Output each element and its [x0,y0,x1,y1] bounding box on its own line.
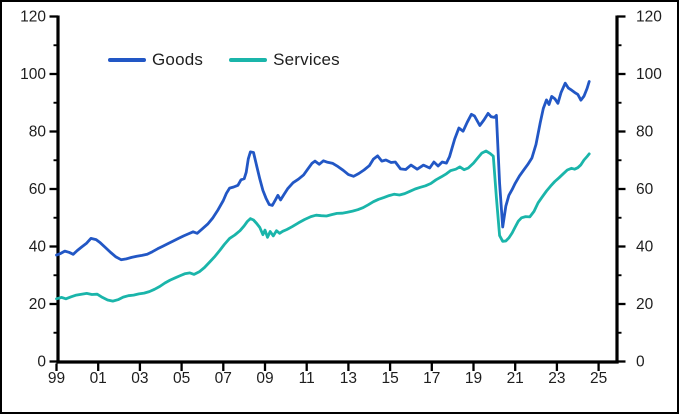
goods-legend-label: Goods [152,50,204,69]
y-axis-left-tick-label: 120 [20,9,46,26]
y-axis-right-tick-label: 80 [636,124,654,141]
legend-item-services: Services [229,50,340,70]
x-axis-tick-label: 13 [340,370,357,387]
x-axis-tick-label: 09 [256,370,273,387]
goods-line [55,80,591,262]
services-legend-label: Services [273,50,340,69]
x-axis-tick-label: 19 [465,370,482,387]
services-line-swatch [229,58,268,62]
y-axis-right-tick-label: 40 [636,239,654,256]
y-axis-left-tick-label: 60 [29,181,47,198]
x-axis-tick-label: 25 [590,370,607,387]
chart-legend: Goods Services [108,50,340,70]
goods-line-swatch [108,58,146,62]
x-axis-tick-label: 05 [173,370,190,387]
y-axis-right-tick-label: 20 [636,296,654,313]
y-axis-left-tick-label: 80 [29,124,47,141]
y-axis-left-tick-label: 40 [29,239,47,256]
x-axis-tick-label: 03 [131,370,148,387]
x-axis-tick-label: 07 [215,370,232,387]
x-axis-tick-label: 21 [507,370,524,387]
y-axis-right-tick-label: 0 [636,354,645,371]
y-axis-right-tick-label: 60 [636,181,654,198]
y-axis-left-tick-label: 20 [29,296,47,313]
x-axis-tick-label: 99 [48,370,65,387]
legend-item-goods: Goods [108,50,203,70]
y-axis-right-tick-label: 120 [636,9,662,26]
x-axis-tick-label: 11 [299,370,315,387]
x-axis-tick-label: 15 [381,370,398,387]
y-axis-left-tick-label: 100 [20,66,46,83]
services-line [55,149,591,303]
y-axis-right-tick-label: 100 [636,66,662,83]
y-axis-left-tick-label: 0 [37,354,46,371]
x-axis-tick-label: 23 [548,370,565,387]
x-axis-tick-label: 17 [423,370,440,387]
x-axis-tick-label: 01 [90,370,107,387]
